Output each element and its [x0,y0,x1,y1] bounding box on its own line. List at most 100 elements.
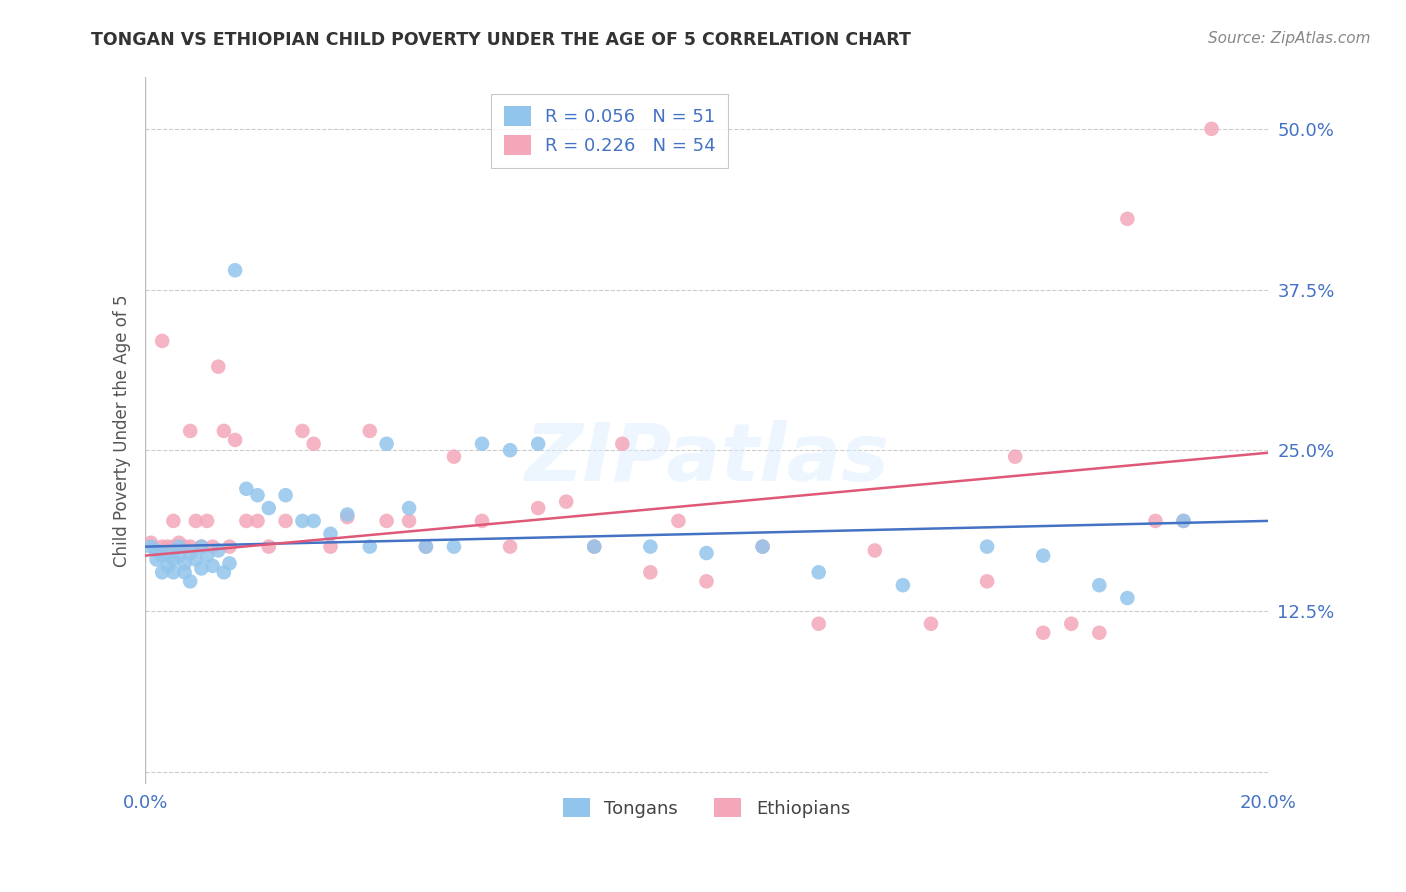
Point [173,566,195,580]
Point [1004,450,1026,464]
Point [257,540,280,554]
Point [415,540,437,554]
Point [1144,514,1167,528]
Point [375,514,398,528]
Point [150,334,173,348]
Y-axis label: Child Poverty Under the Age of 5: Child Poverty Under the Age of 5 [114,294,131,567]
Point [640,540,662,554]
Point [807,566,830,580]
Point [212,566,235,580]
Point [920,616,942,631]
Point [1088,578,1111,592]
Point [291,514,314,528]
Point [190,540,212,554]
Point [1032,549,1054,563]
Point [1088,625,1111,640]
Point [156,546,179,560]
Point [207,359,229,374]
Point [150,540,173,554]
Point [150,566,173,580]
Point [190,540,212,554]
Point [179,546,201,560]
Point [302,514,325,528]
Point [195,514,218,528]
Point [499,443,522,458]
Point [145,543,167,558]
Point [1116,591,1139,605]
Point [274,514,297,528]
Point [184,514,207,528]
Point [162,514,184,528]
Point [555,494,578,508]
Point [179,574,201,589]
Point [1173,514,1195,528]
Point [863,543,886,558]
Point [167,535,190,549]
Point [302,437,325,451]
Point [156,540,179,554]
Point [1060,616,1083,631]
Point [167,540,190,554]
Point [1116,211,1139,226]
Point [145,543,167,558]
Point [224,433,246,447]
Point [695,574,717,589]
Point [443,540,465,554]
Point [976,540,998,554]
Point [640,566,662,580]
Point [162,566,184,580]
Point [201,540,224,554]
Point [201,558,224,573]
Point [156,558,179,573]
Text: TONGAN VS ETHIOPIAN CHILD POVERTY UNDER THE AGE OF 5 CORRELATION CHART: TONGAN VS ETHIOPIAN CHILD POVERTY UNDER … [91,31,911,49]
Point [246,488,269,502]
Point [375,437,398,451]
Point [471,437,494,451]
Point [891,578,914,592]
Point [195,549,218,563]
Point [583,540,606,554]
Point [235,514,257,528]
Point [190,561,212,575]
Point [145,552,167,566]
Point [139,535,162,549]
Point [612,437,634,451]
Point [336,508,359,522]
Point [668,514,690,528]
Legend: Tongans, Ethiopians: Tongans, Ethiopians [555,790,858,825]
Point [139,540,162,554]
Point [359,424,381,438]
Point [179,540,201,554]
Point [218,557,240,571]
Point [173,540,195,554]
Point [319,526,342,541]
Point [499,540,522,554]
Point [359,540,381,554]
Point [1201,121,1223,136]
Point [398,501,420,516]
Point [751,540,773,554]
Point [150,549,173,563]
Point [398,514,420,528]
Point [274,488,297,502]
Point [162,540,184,554]
Point [471,514,494,528]
Point [184,552,207,566]
Point [807,616,830,631]
Point [415,540,437,554]
Point [976,574,998,589]
Text: Source: ZipAtlas.com: Source: ZipAtlas.com [1208,31,1371,46]
Point [291,424,314,438]
Point [212,424,235,438]
Point [527,437,550,451]
Point [179,424,201,438]
Point [1032,625,1054,640]
Point [695,546,717,560]
Point [257,501,280,516]
Point [336,510,359,524]
Text: ZIPatlas: ZIPatlas [524,420,889,499]
Point [162,552,184,566]
Point [218,540,240,554]
Point [167,549,190,563]
Point [235,482,257,496]
